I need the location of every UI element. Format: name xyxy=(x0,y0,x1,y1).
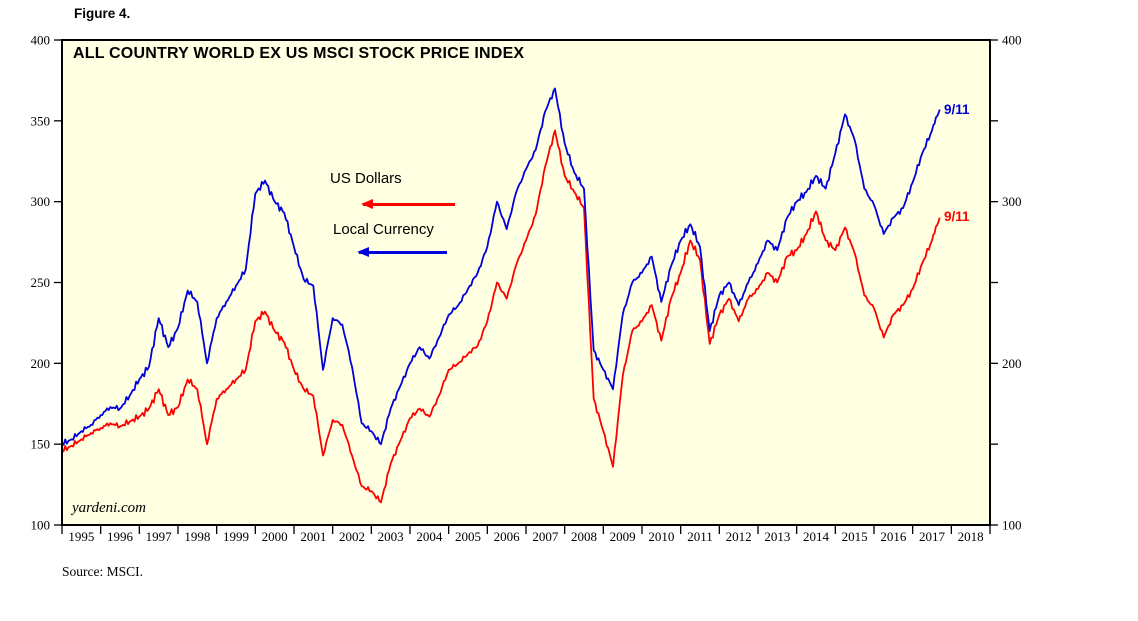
x-tick-label: 2013 xyxy=(764,529,790,544)
x-tick-label: 1998 xyxy=(184,529,210,544)
y-tick-label-left: 150 xyxy=(31,437,51,452)
series-line-us-dollars xyxy=(62,129,941,504)
x-tick-label: 2010 xyxy=(648,529,674,544)
x-axis: 1995 1996 1997 1998 1999 2000 2001 2002 2003 2004… xyxy=(61,525,991,544)
x-tick-label: 2001 xyxy=(300,529,326,544)
us-dollars-arrow-icon xyxy=(361,199,455,209)
x-tick-label: 2005 xyxy=(455,529,481,544)
legend-local-currency-label: Local Currency xyxy=(333,221,434,238)
y-tick-label-left: 400 xyxy=(31,33,51,48)
series-line-local-currency xyxy=(62,87,941,446)
plot-border xyxy=(61,39,991,526)
x-tick-label: 2012 xyxy=(726,529,752,544)
x-tick-label: 2002 xyxy=(339,529,365,544)
x-tick-label: 2007 xyxy=(532,529,559,544)
plot-area xyxy=(62,40,990,525)
source-note: Source: MSCI. xyxy=(62,564,143,579)
x-tick-label: 2003 xyxy=(378,529,404,544)
y-tick-label-right: 300 xyxy=(1002,194,1022,209)
y-tick-label-left: 250 xyxy=(31,275,51,290)
y-tick-label-right: 400 xyxy=(1002,33,1022,48)
x-tick-label: 2014 xyxy=(803,529,830,544)
x-tick-label: 2009 xyxy=(610,529,636,544)
y-tick-label-right: 200 xyxy=(1002,356,1022,371)
y-tick-label-left: 350 xyxy=(31,113,51,128)
y-axes: 100 100 150 200 200 250 300 300 350 400 400 xyxy=(31,33,1022,533)
x-tick-label: 2006 xyxy=(494,529,521,544)
legend-us-dollars-label: US Dollars xyxy=(330,170,402,187)
x-tick-label: 2011 xyxy=(687,529,713,544)
yardeni-watermark: yardeni.com xyxy=(72,500,147,516)
y-tick-label-left: 300 xyxy=(31,194,51,209)
x-tick-label: 1996 xyxy=(107,529,134,544)
chart-title: ALL COUNTRY WORLD EX US MSCI STOCK PRICE… xyxy=(73,45,525,62)
x-tick-label: 2008 xyxy=(571,529,597,544)
figure-label: Figure 4. xyxy=(74,6,131,21)
x-tick-label: 1995 xyxy=(68,529,94,544)
x-tick-label: 2017 xyxy=(919,529,946,544)
x-tick-label: 2016 xyxy=(880,529,907,544)
x-tick-label: 2000 xyxy=(262,529,288,544)
y-tick-label-left: 100 xyxy=(31,518,51,533)
local-currency-end-date-annotation: 9/11 xyxy=(944,102,970,117)
x-tick-label: 2018 xyxy=(958,529,984,544)
y-tick-label-left: 200 xyxy=(31,356,51,371)
x-tick-label: 1999 xyxy=(223,529,249,544)
x-tick-label: 1997 xyxy=(146,529,173,544)
x-tick-label: 2015 xyxy=(842,529,868,544)
x-tick-label: 2004 xyxy=(416,529,443,544)
local-currency-arrow-icon xyxy=(357,247,447,257)
us-dollars-end-date-annotation: 9/11 xyxy=(944,209,970,224)
y-tick-label-right: 100 xyxy=(1002,518,1022,533)
